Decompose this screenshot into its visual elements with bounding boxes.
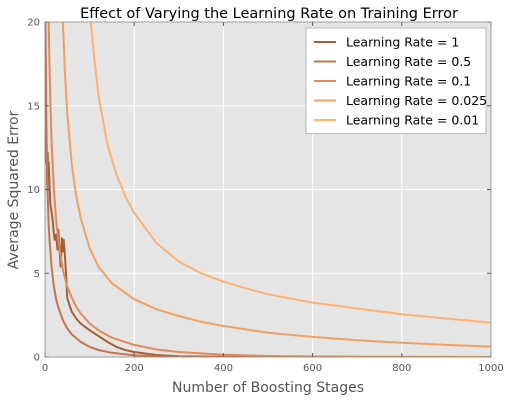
x-tick-label: 200 [125, 363, 144, 374]
x-tick-label: 400 [214, 363, 233, 374]
legend: Learning Rate = 1 Learning Rate = 0.5 Lear… [305, 27, 487, 134]
series-line-4 [61, 22, 491, 348]
y-tick-label: 10 [27, 185, 40, 196]
y-tick-label: 15 [27, 101, 40, 112]
legend-label: Learning Rate = 0.1 [346, 74, 471, 89]
y-axis-label: Average Squared Error [6, 110, 22, 269]
legend-label: Learning Rate = 1 [346, 35, 459, 50]
legend-label: Learning Rate = 0.5 [346, 54, 471, 69]
chart-title: Effect of Varying the Learning Rate on T… [80, 6, 458, 22]
y-tick-label: 0 [34, 353, 40, 364]
axes: 0 200 400 600 800 1000 0 5 10 15 20 [27, 18, 503, 375]
series-line-5 [89, 22, 491, 324]
x-tick-label: 0 [42, 363, 48, 374]
y-tick-label: 20 [27, 18, 40, 29]
series-line-1 [45, 57, 491, 357]
x-tick-label: 600 [303, 363, 322, 374]
plot-frame [44, 21, 492, 358]
legend-label: Learning Rate = 0.025 [346, 93, 487, 108]
x-tick-label: 1000 [478, 363, 503, 374]
legend-label: Learning Rate = 0.01 [346, 113, 479, 128]
x-axis-label: Number of Boosting Stages [172, 380, 364, 396]
y-tick-label: 5 [34, 269, 40, 280]
series-line-3 [47, 22, 491, 357]
x-tick-label: 800 [392, 363, 411, 374]
